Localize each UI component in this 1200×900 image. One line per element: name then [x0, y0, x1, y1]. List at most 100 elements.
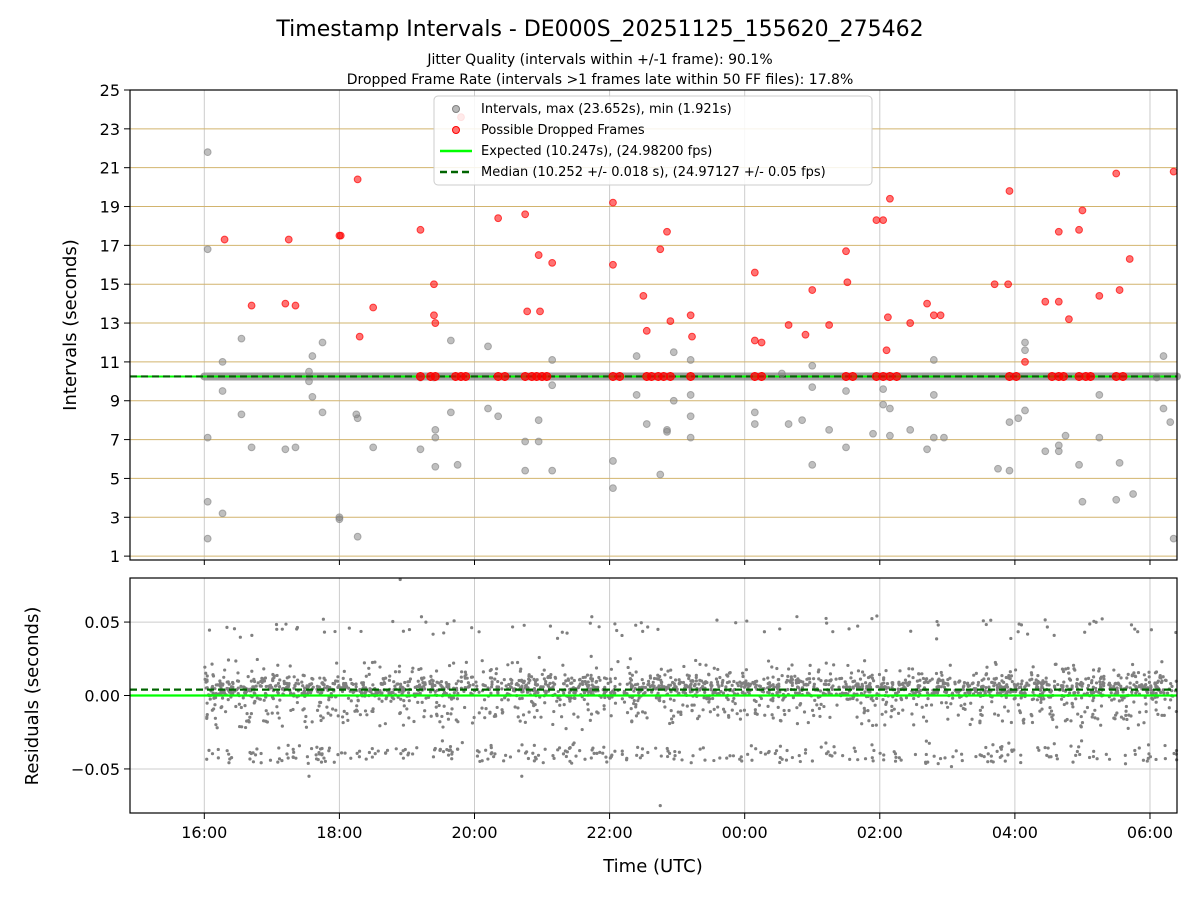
residual-point [951, 755, 955, 759]
residual-point [308, 683, 312, 687]
interval-point [318, 408, 327, 417]
residual-point [819, 745, 823, 749]
residual-point [549, 672, 553, 677]
residual-point [917, 672, 921, 676]
residual-point [825, 621, 829, 625]
residual-point [532, 759, 536, 763]
residual-point [602, 707, 606, 711]
residual-point [812, 682, 816, 686]
residual-point [778, 760, 782, 765]
residual-point [301, 673, 305, 677]
residual-point [716, 667, 720, 672]
residual-point [496, 691, 500, 695]
residual-point [445, 682, 449, 687]
residual-point [1078, 752, 1082, 757]
residual-point [946, 705, 950, 709]
residual-point [907, 674, 911, 678]
residual-point [689, 761, 693, 765]
residual-point [1099, 685, 1103, 689]
residual-point [1079, 696, 1084, 700]
residual-point [927, 741, 931, 745]
residual-point [962, 681, 967, 685]
residual-point [1112, 684, 1116, 688]
residual-point [1051, 713, 1055, 717]
residual-point [482, 698, 487, 702]
dropped-frame-point [665, 371, 675, 381]
residual-point [1074, 697, 1078, 701]
residual-point [813, 698, 817, 702]
residual-point [349, 699, 353, 703]
residual-point [681, 680, 686, 685]
residual-point [777, 684, 781, 689]
residual-point [880, 712, 884, 716]
residual-point [1059, 684, 1064, 688]
dropped-frame-point [663, 227, 671, 236]
residual-point [325, 705, 329, 709]
residual-point [314, 753, 318, 757]
interval-point [203, 245, 212, 254]
residual-point [582, 697, 586, 702]
intervals-y-tick-label: 23 [100, 120, 120, 139]
residual-point [345, 712, 349, 716]
residual-point [628, 671, 632, 675]
residual-point [694, 658, 698, 663]
residual-point [1030, 720, 1035, 725]
interval-point [886, 404, 894, 413]
residual-point [742, 708, 747, 712]
residual-point [993, 712, 997, 716]
residual-point [658, 804, 662, 808]
residual-point [411, 752, 415, 756]
residual-point [984, 622, 988, 627]
residual-point [759, 750, 763, 755]
residual-point [243, 703, 247, 708]
residual-point [452, 691, 456, 695]
residual-point [669, 668, 673, 672]
residual-point [989, 754, 993, 758]
interval-point [825, 425, 834, 434]
residual-point [280, 627, 284, 631]
residual-point [1089, 690, 1093, 694]
residual-point [726, 697, 730, 702]
residual-point [544, 689, 548, 693]
residual-point [665, 746, 669, 751]
interval-point [237, 334, 246, 343]
residual-point [1031, 697, 1036, 701]
residual-point [1062, 680, 1066, 684]
residual-point [744, 679, 748, 683]
residual-point [423, 687, 427, 691]
residual-point [749, 744, 753, 748]
dropped-frame-point [281, 299, 290, 308]
residual-point [565, 684, 569, 688]
dropped-frame-point [1086, 371, 1096, 381]
residual-point [1063, 719, 1067, 723]
intervals-y-tick-label: 5 [110, 469, 120, 488]
residual-point [884, 685, 888, 689]
residual-point [690, 679, 695, 683]
residual-point [968, 689, 972, 694]
residual-point [551, 685, 555, 689]
residual-point [223, 668, 227, 672]
residual-point [532, 687, 537, 691]
residual-point [262, 698, 266, 702]
dropped-frame-point [1004, 280, 1013, 289]
residual-point [733, 701, 737, 706]
residual-point [974, 671, 978, 675]
residual-point [234, 704, 238, 709]
residual-point [402, 698, 406, 703]
residual-point [901, 682, 905, 687]
residual-point [339, 751, 344, 755]
residual-point [327, 749, 331, 753]
residual-point [1116, 681, 1120, 685]
residual-point [1038, 688, 1043, 692]
residual-point [738, 717, 743, 721]
residual-point [510, 625, 515, 629]
residual-point [314, 757, 319, 761]
dropped-frame-point [494, 214, 503, 223]
residual-point [391, 619, 395, 624]
residual-point [904, 681, 908, 685]
residual-point [310, 676, 314, 681]
residual-point [276, 681, 281, 686]
residual-point [669, 708, 673, 713]
residual-point [295, 625, 300, 630]
residual-point [1049, 709, 1054, 713]
